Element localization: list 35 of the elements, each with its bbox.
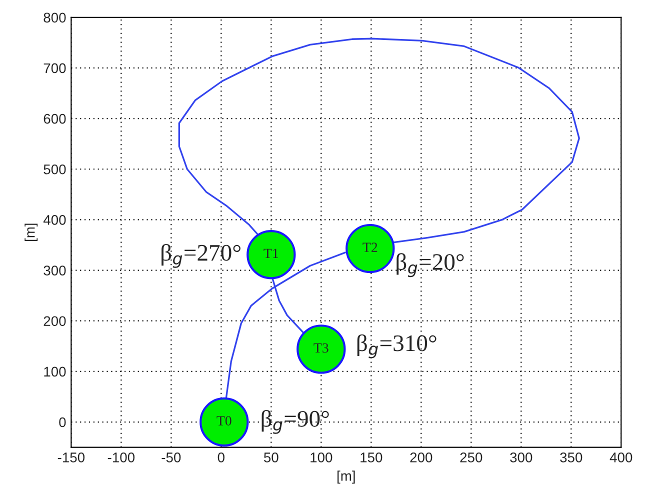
y-tick-label: 100 [44,366,66,377]
x-tick-label: 100 [310,452,332,462]
x-tick-label: 300 [510,452,532,462]
data-label: T0 [216,416,232,426]
x-tick-label: 50 [264,452,278,462]
x-tick-label: 150 [360,452,382,462]
y-tick-label: 700 [44,63,66,74]
y-tick-label: 300 [44,266,66,276]
annotation: β$_{g}$=310° [357,334,436,358]
x-tick-label: 0 [218,452,224,462]
x-tick-label: 400 [610,452,632,462]
x-axis-title: [m] [337,470,355,484]
point [200,397,249,447]
x-tick-label: 200 [410,452,432,462]
point [296,324,346,374]
annotation: β$_{g}$=90° [262,410,329,434]
x-tick-label: -100 [108,452,135,462]
y-tick-label: 600 [44,114,66,124]
y-tick-label: 800 [44,12,66,23]
y-tick-label: 400 [43,215,66,225]
annotation: β$_{g}$=270° [162,244,240,268]
data-label: T1 [264,248,278,258]
data-label: T2 [362,242,378,252]
point [246,230,296,280]
x-tick-label: -50 [162,452,181,462]
x-tick-label: 350 [560,452,582,462]
x-tick-label: -150 [58,452,85,462]
x-tick-label: 250 [460,452,482,462]
point [346,224,395,274]
y-tick-label: 0 [59,417,66,428]
data-label: T3 [314,343,328,353]
y-tick-label: 200 [44,316,66,326]
y-axis-title: [m] [24,224,38,241]
annotation: β$_{g}$=20° [396,253,464,278]
y-tick-label: 500 [44,164,66,174]
